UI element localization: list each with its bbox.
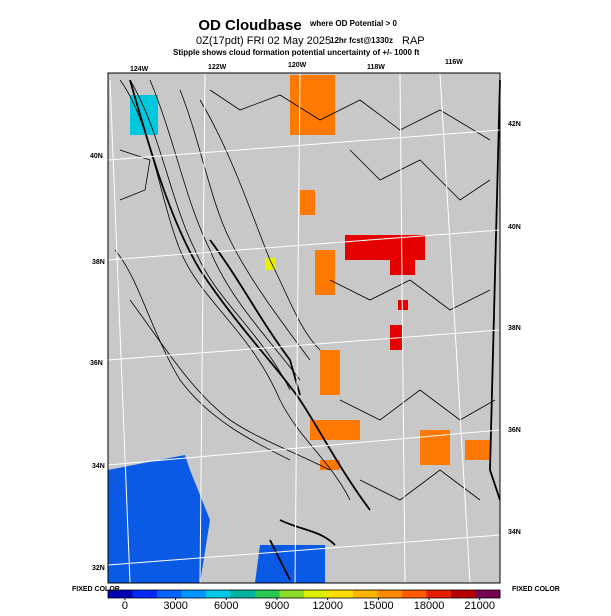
colorbar-tick-label: 3000: [163, 600, 187, 611]
colorbar-band: [475, 590, 501, 598]
colorbar-tick-label: 0: [122, 600, 128, 611]
note: Stipple shows cloud formation potential …: [173, 48, 420, 57]
colorbar-band: [328, 590, 354, 598]
colorbar-tick-label: 18000: [414, 600, 445, 611]
colorbar-band: [108, 590, 133, 598]
lat-label: 34N: [508, 529, 521, 536]
colorbar: 0 3000 6000 9000 12000 15000 18000 21000: [107, 589, 501, 612]
colorbar-band: [230, 590, 256, 598]
lat-label: 38N: [92, 259, 105, 266]
lon-label: 118W: [367, 64, 385, 71]
colorbar-right-label: FIXED COLOR: [512, 586, 560, 593]
lon-label: 124W: [130, 66, 149, 73]
colorbar-band: [402, 590, 427, 598]
colorbar-band: [206, 590, 231, 598]
colorbar-band: [451, 590, 476, 598]
colorbar-band: [157, 590, 182, 598]
colorbar-tick-label: 12000: [312, 600, 343, 611]
condition: where OD Potential > 0: [309, 19, 397, 28]
forecast: 12hr fcst@1330z: [330, 36, 393, 45]
colorbar-band: [181, 590, 207, 598]
title: OD Cloudbase: [198, 17, 301, 34]
lat-label: 42N: [508, 121, 521, 128]
valid-time: 0Z(17pdt) FRI 02 May 2025: [196, 35, 331, 47]
colorbar-band: [377, 590, 403, 598]
colorbar-tick-label: 6000: [214, 600, 238, 611]
lon-label: 120W: [288, 62, 307, 69]
lat-label: 36N: [90, 360, 103, 367]
map: [107, 72, 501, 584]
colorbar-tick-label: 21000: [464, 600, 495, 611]
colorbar-band: [353, 590, 378, 598]
lat-label: 32N: [92, 565, 105, 572]
lat-labels: 40N 38N 36N 34N 32N 42N 40N 38N 36N 34N: [90, 121, 521, 572]
lon-label: 116W: [445, 59, 463, 66]
colorbar-band: [255, 590, 280, 598]
lat-label: 40N: [90, 153, 103, 160]
colorbar-tick-label: 15000: [363, 600, 394, 611]
lon-label: 122W: [208, 64, 227, 71]
lat-label: 34N: [92, 463, 105, 470]
model: RAP: [402, 35, 425, 47]
colorbar-band: [304, 590, 329, 598]
colorbar-frame: [107, 589, 501, 599]
lon-labels: 124W 122W 120W 118W 116W: [130, 59, 463, 73]
colorbar-left-label: FIXED COLOR: [72, 586, 120, 593]
colorbar-band: [132, 590, 158, 598]
lat-label: 40N: [508, 224, 521, 231]
lat-label: 36N: [508, 427, 521, 434]
colorbar-band: [279, 590, 305, 598]
colorbar-band: [426, 590, 452, 598]
colorbar-tick-label: 9000: [265, 600, 289, 611]
lat-label: 38N: [508, 325, 521, 332]
